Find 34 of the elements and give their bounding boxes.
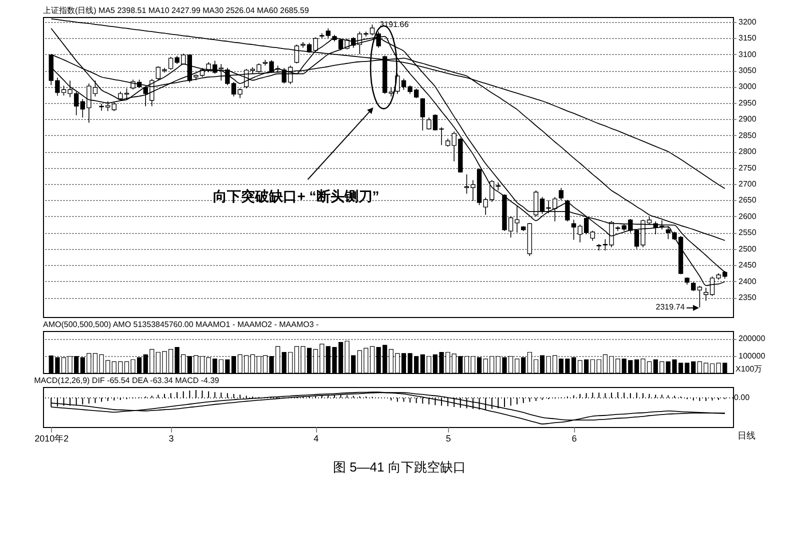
chart-title: AMO(500,500,500) AMO 51353845760.00 MAAMO1 - MAAMO2 - MAAMO3 - — [43, 320, 320, 329]
caption: 图 5—41 向下跳空缺口 — [332, 460, 466, 474]
y-tick-label: 2900 — [738, 114, 757, 124]
y-tick-label: 100000 — [738, 351, 766, 360]
x-tick-label: 6 — [572, 434, 577, 444]
chart-title: MACD(12,26,9) DIF -65.54 DEA -63.34 MACD -4.39 — [34, 376, 220, 385]
y-tick-label: 2450 — [738, 260, 757, 270]
chart-title: 上证指数(日线) MA5 2398.51 MA10 2427.99 MA30 2526.04 MA60 2685.59 — [43, 6, 310, 15]
y-tick-label: 2550 — [738, 228, 757, 238]
y-tick-label: 2700 — [738, 180, 757, 189]
y-tick-label: 200000 — [738, 334, 766, 344]
x-tick-label: 4 — [314, 434, 319, 444]
y-tick-label: 3200 — [738, 17, 757, 26]
y-tick-label: 3100 — [738, 50, 757, 59]
y-axis-title: X100万 — [736, 364, 762, 374]
y-tick-label: 2400 — [738, 276, 757, 286]
y-tick-label: 2850 — [738, 130, 757, 140]
y-tick-label: 3000 — [738, 82, 757, 92]
y-tick-label: 2600 — [738, 212, 757, 221]
y-tick-label: 3150 — [738, 34, 757, 43]
y-tick-label: 2650 — [738, 196, 757, 205]
x-tick-label: 5 — [446, 434, 451, 444]
ref-line-label: 0.00 — [734, 392, 750, 402]
y-tick-label: 3050 — [738, 66, 757, 76]
y-tick-label: 2350 — [738, 293, 757, 302]
y-tick-label: 2750 — [738, 163, 757, 172]
x-axis-title: 日线 — [738, 430, 756, 440]
y-tick-label: 2500 — [738, 244, 757, 254]
y-tick-label: 2950 — [738, 98, 757, 108]
annotation: 2319.74 — [656, 302, 686, 312]
x-tick-label: 2010年2 — [34, 434, 69, 444]
annotation: 向下突破缺口+ “断头铡刀” — [213, 188, 380, 204]
x-tick-label: 3 — [168, 434, 174, 444]
y-tick-label: 2800 — [738, 147, 757, 156]
